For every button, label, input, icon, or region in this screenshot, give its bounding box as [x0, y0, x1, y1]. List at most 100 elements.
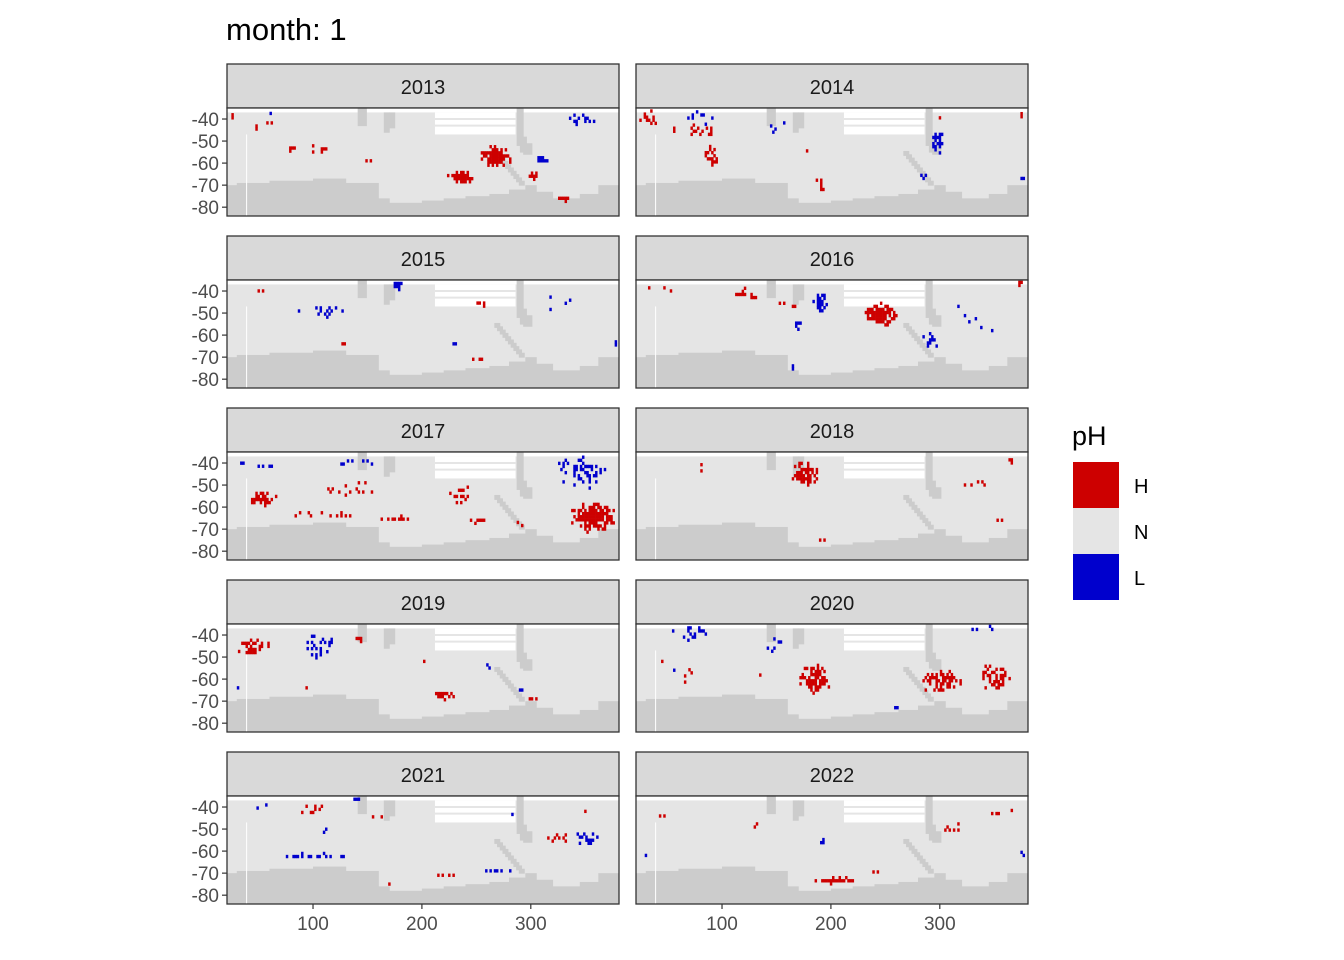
- anomaly-cell: [737, 292, 740, 297]
- anomaly-cell: [296, 854, 300, 859]
- anomaly-cell: [397, 287, 401, 292]
- anomaly-cell: [879, 310, 883, 315]
- anomaly-cluster-H: [289, 146, 296, 153]
- anomaly-cell: [823, 679, 826, 683]
- land-mask: [494, 666, 501, 672]
- anomaly-cell: [266, 121, 269, 125]
- anomaly-cell: [995, 667, 998, 672]
- anomaly-cell: [314, 804, 317, 808]
- land-mask: [754, 698, 788, 733]
- anomaly-cell: [487, 160, 490, 164]
- anomaly-cell: [334, 306, 338, 310]
- anomaly-cell: [810, 669, 813, 674]
- anomaly-cell: [605, 505, 609, 510]
- land-mask: [927, 868, 934, 874]
- anomaly-cell: [249, 650, 253, 655]
- anomaly-cell: [464, 180, 467, 184]
- anomaly-cluster-L: [558, 455, 607, 490]
- land-mask: [645, 526, 679, 561]
- anomaly-cell: [963, 483, 967, 487]
- anomaly-cell: [821, 309, 824, 313]
- anomaly-cell: [946, 685, 949, 689]
- anomaly-cell: [950, 672, 954, 677]
- anomaly-cell: [735, 292, 738, 297]
- anomaly-cell: [741, 289, 745, 294]
- land-mask: [919, 170, 926, 176]
- anomaly-cluster-H: [990, 808, 1014, 816]
- anomaly-cell: [816, 669, 820, 674]
- land-mask: [378, 886, 390, 905]
- land-mask: [505, 508, 512, 514]
- anomaly-cell: [309, 514, 313, 518]
- anomaly-cell: [586, 116, 589, 120]
- anomaly-cell: [532, 174, 536, 178]
- anomaly-cell: [879, 320, 883, 324]
- anomaly-cell: [879, 313, 883, 318]
- anomaly-cell: [820, 178, 823, 182]
- anomaly-cell: [500, 148, 503, 152]
- land-mask: [507, 683, 514, 689]
- anomaly-cell: [455, 180, 459, 184]
- anomaly-cell: [237, 649, 241, 654]
- anomaly-cell: [592, 474, 596, 478]
- anomaly-cell: [645, 118, 649, 122]
- land-mask: [925, 452, 933, 490]
- legend-label-H: H: [1134, 476, 1148, 498]
- anomaly-cell: [476, 518, 479, 522]
- anomaly-cell: [939, 669, 943, 674]
- land-mask: [787, 886, 799, 905]
- anomaly-cluster-H: [753, 822, 759, 829]
- anomaly-cell: [575, 119, 578, 124]
- anomaly-cell: [294, 514, 297, 518]
- land-mask: [919, 858, 926, 864]
- anomaly-cell: [778, 301, 782, 305]
- anomaly-cell: [498, 154, 501, 158]
- anomaly-cell: [812, 666, 815, 671]
- anomaly-cell: [938, 116, 942, 120]
- anomaly-cell: [938, 138, 942, 143]
- anomaly-cell: [808, 682, 811, 686]
- anomaly-cell: [650, 121, 653, 126]
- land-mask: [908, 845, 915, 851]
- anomaly-cell: [896, 705, 899, 710]
- anomaly-cell: [894, 705, 897, 710]
- anomaly-cell: [821, 676, 824, 680]
- anomaly-cell: [644, 853, 648, 858]
- anomaly-cell: [518, 688, 522, 692]
- anomaly-cell: [474, 521, 477, 526]
- land-mask: [787, 542, 799, 561]
- land-mask: [645, 354, 679, 389]
- anomaly-cell: [879, 317, 883, 321]
- anomaly-cluster-H: [301, 804, 324, 815]
- anomaly-cell: [330, 640, 333, 645]
- anomaly-cell: [597, 527, 600, 531]
- anomaly-cell: [805, 149, 809, 153]
- anomaly-cell: [990, 683, 994, 687]
- land-mask: [934, 873, 946, 905]
- anomaly-cell: [289, 146, 292, 150]
- land-mask: [934, 701, 946, 733]
- land-mask: [925, 349, 932, 355]
- anomaly-cell: [805, 682, 809, 686]
- land-mask: [227, 701, 238, 733]
- anomaly-cell: [393, 281, 397, 286]
- anomaly-cell: [851, 879, 855, 883]
- anomaly-cell: [999, 673, 1003, 678]
- anomaly-cell: [791, 367, 795, 371]
- anomaly-cell: [261, 491, 265, 496]
- anomaly-cell: [926, 344, 930, 348]
- land-mask: [961, 714, 990, 733]
- land-mask: [552, 198, 581, 217]
- anomaly-cell: [940, 141, 944, 146]
- anomaly-cell: [944, 828, 947, 832]
- anomaly-cell: [871, 307, 874, 312]
- anomaly-cell: [663, 286, 666, 290]
- anomaly-cell: [948, 679, 951, 683]
- anomaly-cell: [335, 514, 339, 518]
- anomaly-cluster-H: [294, 511, 352, 518]
- land-mask: [798, 890, 832, 905]
- anomaly-cell: [691, 113, 695, 117]
- no-data-band: [434, 284, 516, 307]
- anomaly-cell: [264, 500, 267, 505]
- anomaly-cell: [500, 160, 503, 164]
